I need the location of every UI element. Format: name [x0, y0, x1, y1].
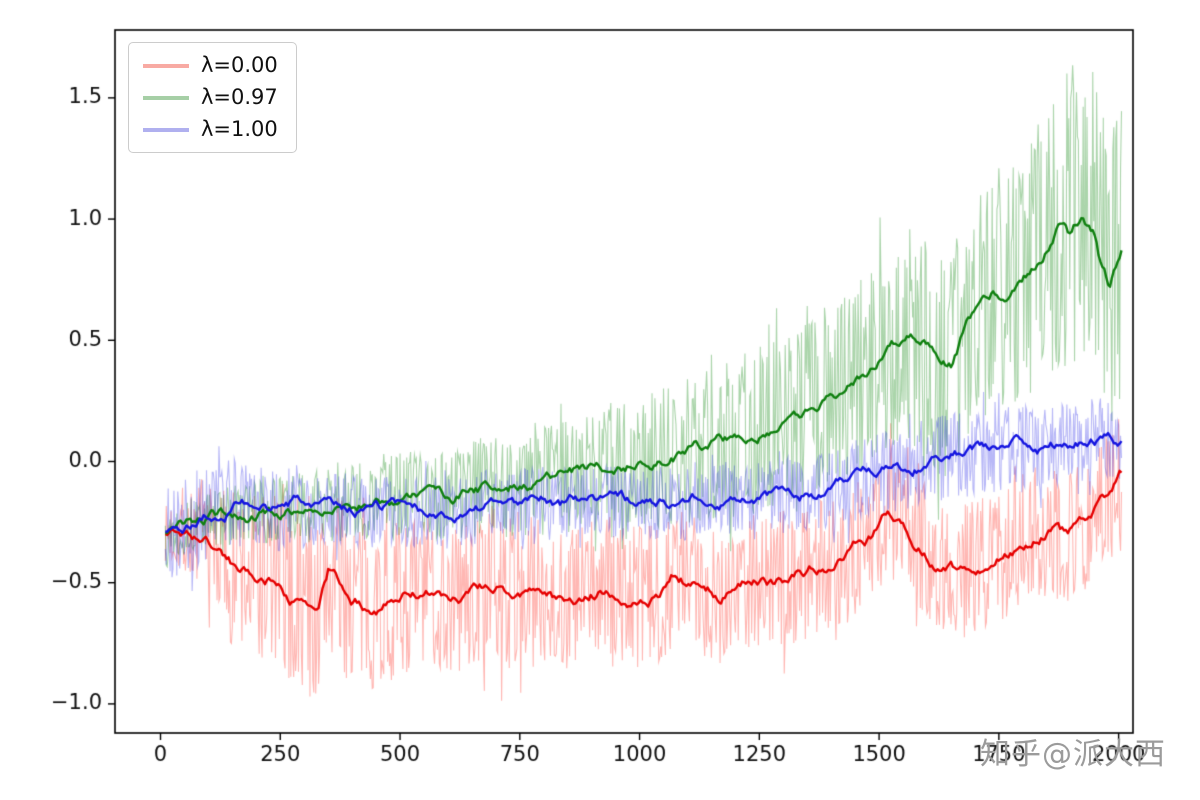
legend-line-swatch	[143, 95, 189, 100]
legend-label: λ=0.97	[201, 85, 278, 109]
watermark: 知乎@派大西	[980, 737, 1166, 772]
legend-line-swatch	[143, 63, 189, 68]
legend-line-swatch	[143, 127, 189, 132]
legend: λ=0.00 λ=0.97 λ=1.00	[128, 42, 297, 153]
legend-label: λ=0.00	[201, 53, 278, 77]
legend-label: λ=1.00	[201, 117, 278, 141]
legend-item: λ=1.00	[143, 119, 278, 140]
legend-item: λ=0.97	[143, 87, 278, 108]
legend-item: λ=0.00	[143, 55, 278, 76]
